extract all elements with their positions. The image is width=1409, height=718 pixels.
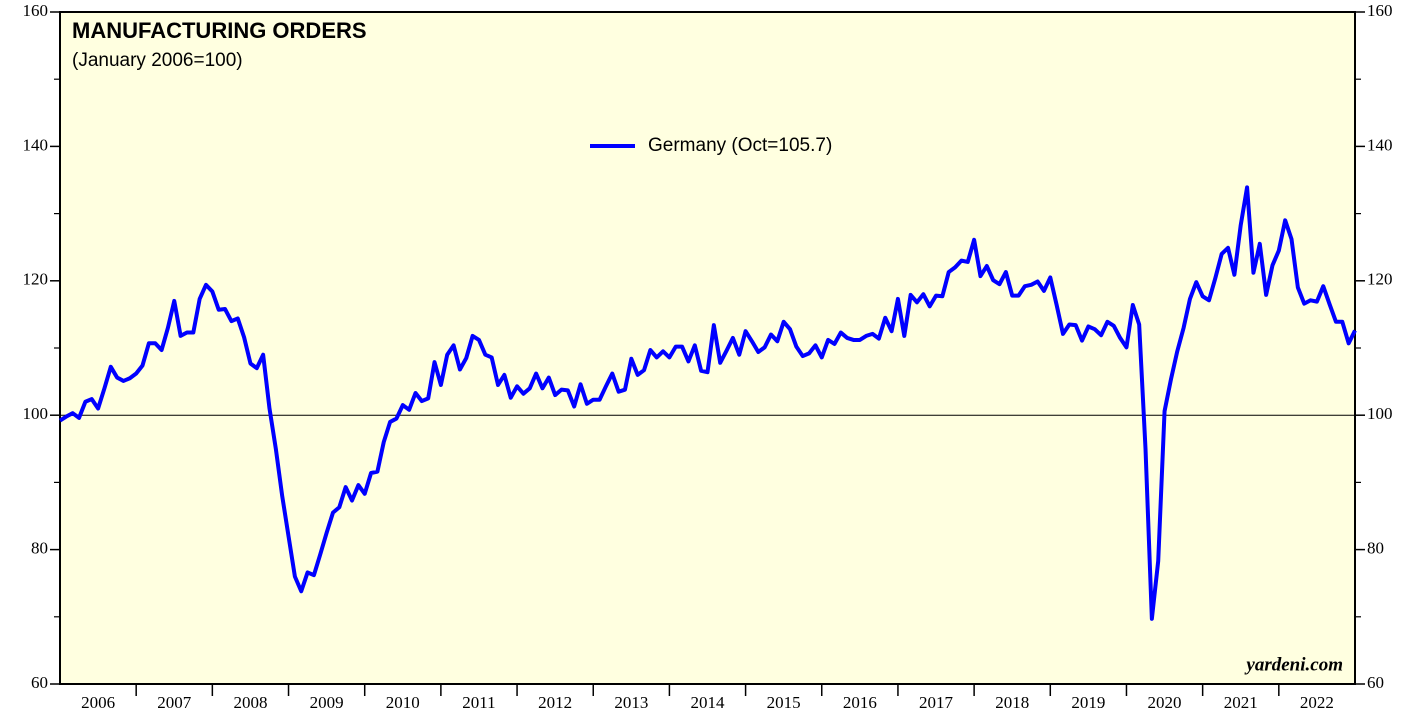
y-tick-label: 140 xyxy=(23,135,49,154)
x-tick-label: 2014 xyxy=(691,693,726,712)
x-tick-label: 2021 xyxy=(1224,693,1258,712)
y-tick-label: 80 xyxy=(31,539,48,558)
x-tick-label: 2008 xyxy=(233,693,267,712)
x-tick-label: 2022 xyxy=(1300,693,1334,712)
y2-tick-label: 140 xyxy=(1367,135,1393,154)
y-tick-label: 160 xyxy=(23,1,49,20)
y-tick-label: 120 xyxy=(23,270,49,289)
y2-tick-label: 100 xyxy=(1367,404,1393,423)
plot-area xyxy=(59,11,1356,685)
x-tick-label: 2015 xyxy=(767,693,801,712)
source: yardeni.com xyxy=(1244,654,1343,675)
x-tick-label: 2007 xyxy=(157,693,192,712)
y2-tick-label: 60 xyxy=(1367,673,1384,692)
x-tick-label: 2013 xyxy=(614,693,648,712)
x-tick-label: 2010 xyxy=(386,693,420,712)
x-tick-label: 2016 xyxy=(843,693,877,712)
chart-subtitle: (January 2006=100) xyxy=(72,50,243,71)
x-tick-label: 2009 xyxy=(310,693,344,712)
legend-label: Germany (Oct=105.7) xyxy=(648,135,832,156)
x-tick-label: 2020 xyxy=(1148,693,1182,712)
x-tick-label: 2017 xyxy=(919,693,954,712)
x-tick-label: 2006 xyxy=(81,693,115,712)
chart-title: MANUFACTURING ORDERS xyxy=(72,18,367,43)
x-tick-label: 2011 xyxy=(462,693,495,712)
x-tick-label: 2018 xyxy=(995,693,1029,712)
y2-tick-label: 120 xyxy=(1367,270,1393,289)
y2-tick-label: 80 xyxy=(1367,539,1384,558)
x-tick-label: 2019 xyxy=(1071,693,1105,712)
y2-tick-label: 160 xyxy=(1367,1,1393,20)
x-tick-label: 2012 xyxy=(538,693,572,712)
y-tick-label: 60 xyxy=(31,673,48,692)
data-line xyxy=(58,185,1357,621)
y-tick-label: 100 xyxy=(23,404,49,423)
